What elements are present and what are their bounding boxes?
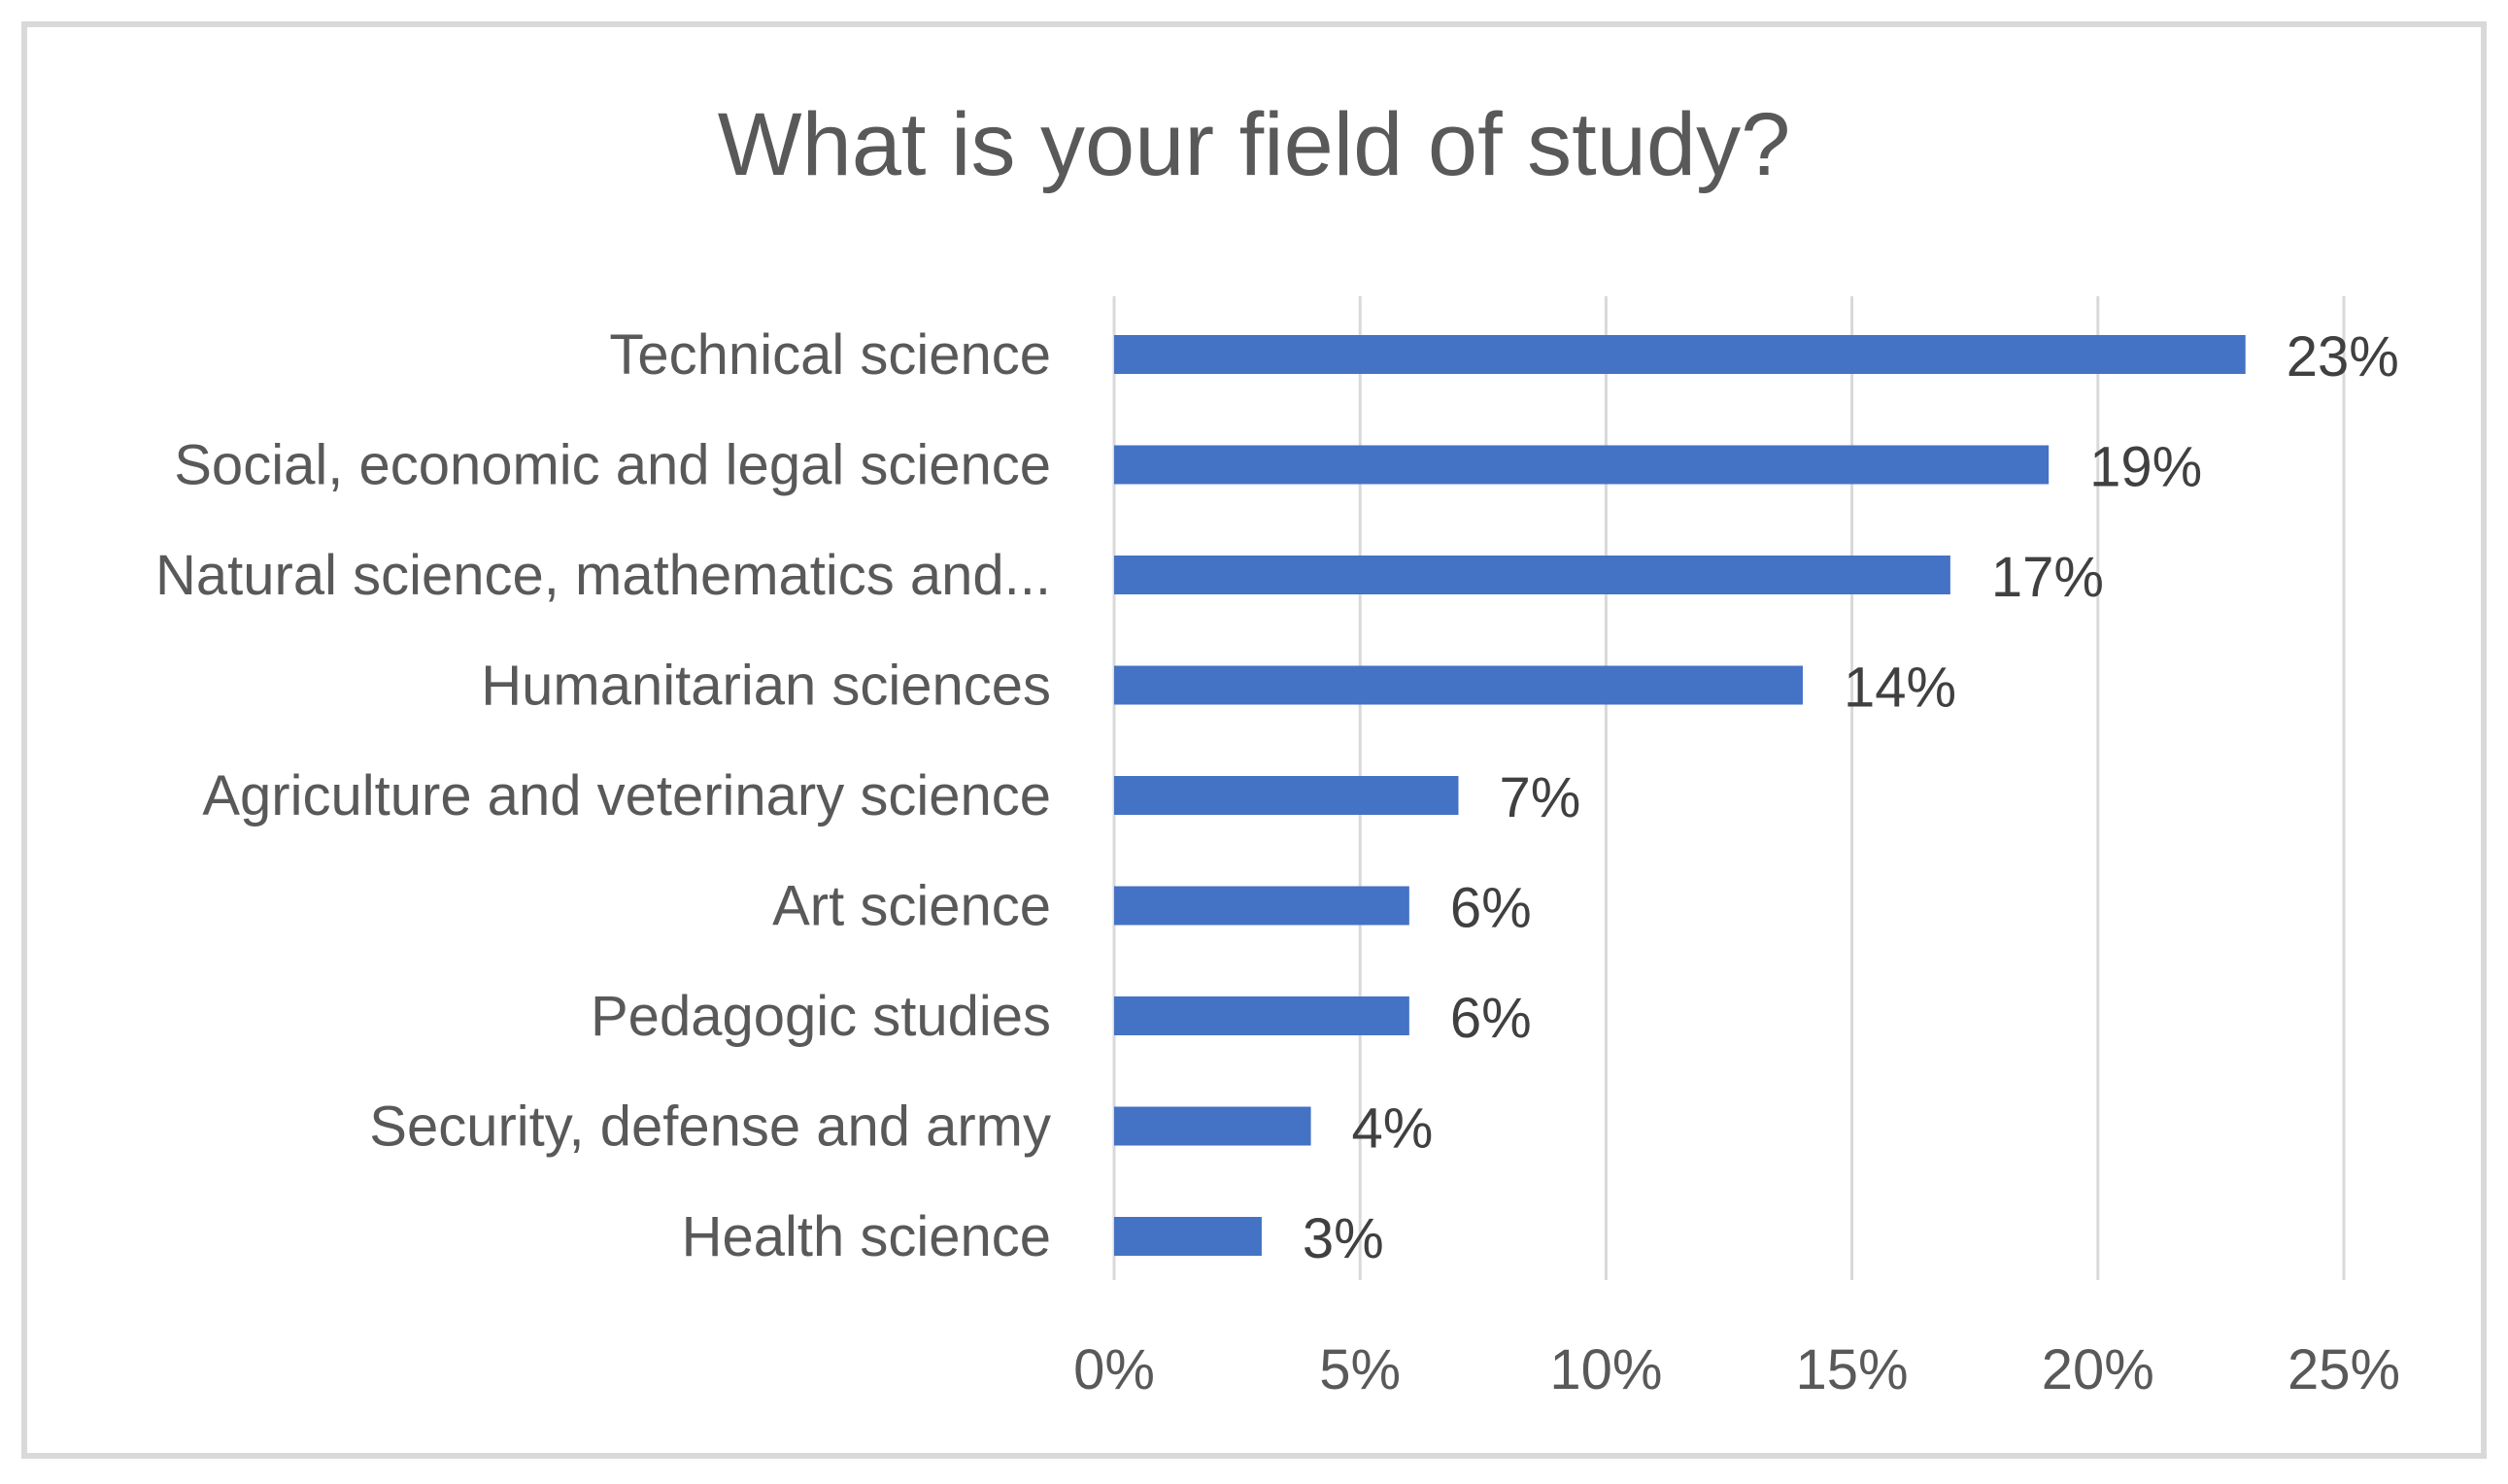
x-tick-label: 10% — [1549, 1338, 1662, 1401]
bars — [1114, 335, 2246, 1256]
chart-title: What is your field of study? — [718, 95, 1791, 194]
category-label: Pedagogic studies — [591, 985, 1051, 1048]
bar — [1114, 886, 1409, 926]
data-label: 3% — [1303, 1207, 1384, 1270]
category-label: Agriculture and veterinary science — [202, 764, 1051, 827]
bar — [1114, 445, 2050, 485]
data-labels: 23% 19% 17% 14% 7% 6% 6% 4% 3% — [1303, 325, 2399, 1270]
bar — [1114, 665, 1803, 705]
x-tick-label: 5% — [1319, 1338, 1401, 1401]
bar — [1114, 996, 1409, 1035]
category-label: Art science — [772, 875, 1051, 938]
x-tick-label: 20% — [2042, 1338, 2154, 1401]
bar — [1114, 776, 1459, 815]
bar — [1114, 335, 2246, 374]
bar — [1114, 556, 1950, 594]
x-tick-label: 25% — [2288, 1338, 2400, 1401]
category-label: Social, economic and legal science — [174, 434, 1051, 497]
data-label: 23% — [2287, 325, 2399, 388]
category-label: Health science — [682, 1205, 1051, 1268]
category-label: Technical science — [609, 323, 1051, 387]
category-label: Humanitarian sciences — [481, 655, 1051, 718]
data-label: 6% — [1450, 987, 1532, 1050]
category-label: Security, defense and army — [369, 1096, 1051, 1159]
category-labels: Technical science Social, economic and le… — [155, 323, 1051, 1268]
data-label: 6% — [1450, 877, 1532, 940]
bar — [1114, 1217, 1262, 1256]
data-label: 7% — [1499, 766, 1580, 829]
x-tick-label: 15% — [1796, 1338, 1909, 1401]
data-label: 17% — [1991, 546, 2104, 609]
x-tick-label: 0% — [1073, 1338, 1155, 1401]
bar — [1114, 1106, 1311, 1146]
category-label: Natural science, mathematics and... — [155, 544, 1051, 607]
data-label: 4% — [1352, 1097, 1434, 1161]
data-label: 14% — [1844, 657, 1956, 720]
x-axis-tick-labels: 0% 5% 10% 15% 20% 25% — [1073, 1338, 2400, 1401]
data-label: 19% — [2089, 436, 2202, 499]
